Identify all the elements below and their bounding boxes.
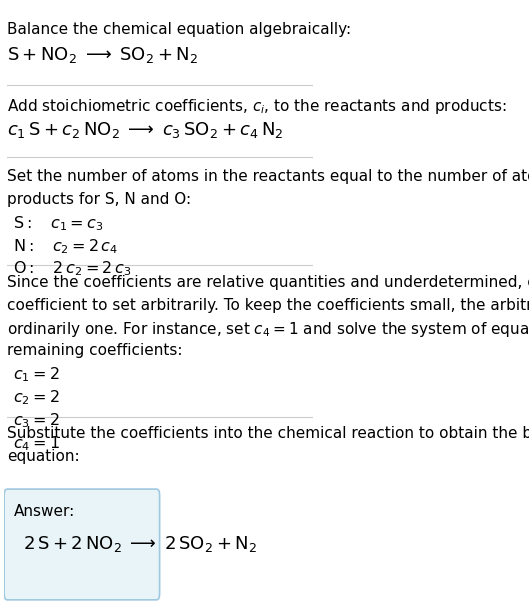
Text: $c_3 = 2$: $c_3 = 2$ [14, 412, 60, 430]
Text: products for S, N and O:: products for S, N and O: [7, 192, 191, 206]
Text: Balance the chemical equation algebraically:: Balance the chemical equation algebraica… [7, 22, 351, 37]
Text: Substitute the coefficients into the chemical reaction to obtain the balanced: Substitute the coefficients into the che… [7, 426, 529, 441]
Text: Answer:: Answer: [14, 504, 75, 519]
Text: $2\,\mathrm{S} + 2\,\mathrm{NO_2} \;\longrightarrow\; 2\,\mathrm{SO_2} + \mathrm: $2\,\mathrm{S} + 2\,\mathrm{NO_2} \;\lon… [23, 534, 257, 554]
Text: $c_1 = 2$: $c_1 = 2$ [14, 366, 60, 384]
Text: $c_4 = 1$: $c_4 = 1$ [14, 434, 60, 453]
Text: $\mathrm{S + NO_2 \;\longrightarrow\; SO_2 + N_2}$: $\mathrm{S + NO_2 \;\longrightarrow\; SO… [7, 45, 198, 65]
FancyBboxPatch shape [4, 489, 160, 600]
Text: $c_2 = 2$: $c_2 = 2$ [14, 388, 60, 407]
Text: $\mathrm{O:}\quad 2\,c_2 = 2\,c_3$: $\mathrm{O:}\quad 2\,c_2 = 2\,c_3$ [14, 260, 132, 279]
Text: $\mathrm{N:}\quad c_2 = 2\,c_4$: $\mathrm{N:}\quad c_2 = 2\,c_4$ [14, 237, 118, 256]
Text: equation:: equation: [7, 449, 80, 464]
Text: Add stoichiometric coefficients, $c_i$, to the reactants and products:: Add stoichiometric coefficients, $c_i$, … [7, 97, 507, 116]
Text: Set the number of atoms in the reactants equal to the number of atoms in the: Set the number of atoms in the reactants… [7, 169, 529, 184]
Text: Since the coefficients are relative quantities and underdetermined, choose a: Since the coefficients are relative quan… [7, 275, 529, 290]
Text: $c_1\, \mathrm{S} + c_2\, \mathrm{NO_2} \;\longrightarrow\; c_3\, \mathrm{SO_2} : $c_1\, \mathrm{S} + c_2\, \mathrm{NO_2} … [7, 120, 284, 140]
Text: ordinarily one. For instance, set $c_4 = 1$ and solve the system of equations fo: ordinarily one. For instance, set $c_4 =… [7, 320, 529, 339]
Text: coefficient to set arbitrarily. To keep the coefficients small, the arbitrary va: coefficient to set arbitrarily. To keep … [7, 297, 529, 313]
Text: $\mathrm{S:}\quad c_1 = c_3$: $\mathrm{S:}\quad c_1 = c_3$ [14, 214, 104, 233]
Text: remaining coefficients:: remaining coefficients: [7, 343, 183, 358]
